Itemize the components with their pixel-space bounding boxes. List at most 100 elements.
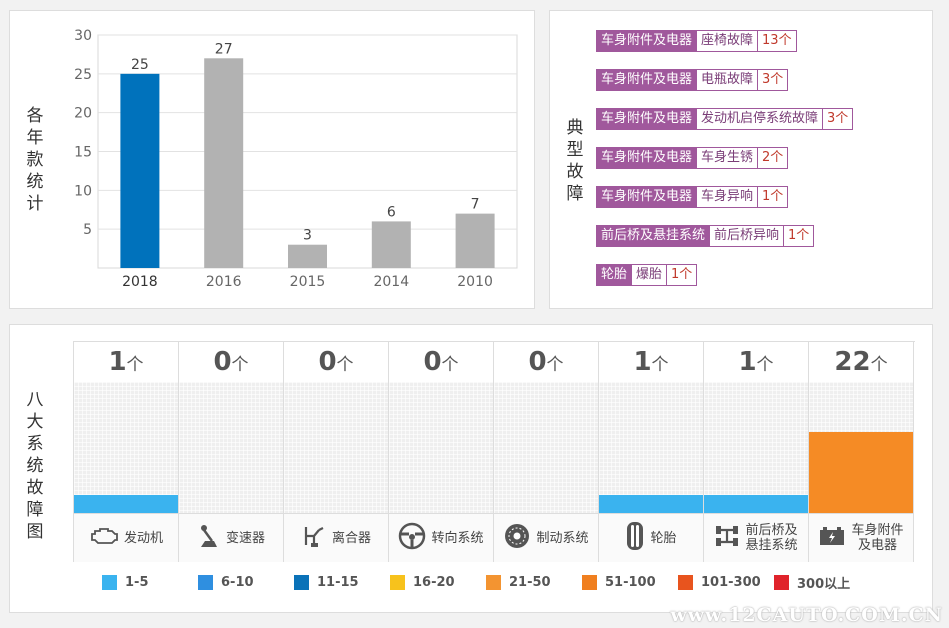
fault-name: 前后桥异响 [710,225,785,247]
legend-label: 101-300 [701,575,761,590]
system-level-bar [74,494,178,513]
system-name: 发动机 [123,530,163,546]
fault-name: 座椅故障 [697,30,759,52]
fault-item[interactable]: 车身附件及电器 座椅故障 13个 [596,30,797,52]
system-count-value: 22 [834,347,871,377]
legend-label: 16-20 [413,575,455,590]
system-count-value: 0 [528,347,547,377]
y-tick-label: 20 [74,106,92,122]
system-count-unit: 个 [336,355,354,375]
system-level-area [179,382,283,513]
fault-count: 3个 [823,108,854,130]
system-label[interactable]: 前后桥及 悬挂系统 [704,513,808,562]
system-column: 0个离合器 [284,342,389,562]
system-count-unit: 个 [546,355,564,375]
bar-2010 [455,213,495,268]
system-label[interactable]: 变速器 [179,513,283,562]
fault-count: 3个 [758,69,789,91]
system-count-unit: 个 [870,355,888,375]
x-tick-label: 2010 [457,274,493,290]
systems-grid: 1个 发动机 0个 变速器 0个 离合器 0个 转向系统 0个 制动系统 1个 轮胎 1个 前后桥及 悬挂系… [73,341,915,562]
fault-item[interactable]: 车身附件及电器 发动机启停系统故障 3个 [596,108,854,130]
system-name: 前后桥及 悬挂系统 [745,523,797,553]
bar-2014 [371,221,411,268]
typical-faults-vertical-label: 典型故障 [566,118,584,204]
year-bar-chart: 5 10 15 20 25 30 25 2018 27 2016 3 2015 6 2014 7 2010 [74,28,518,290]
system-level-area [809,382,913,513]
legend-item: 51-100 [582,573,678,592]
fault-category: 前后桥及悬挂系统 [596,225,711,247]
system-count-value: 1 [108,347,127,377]
tire-icon [625,521,645,555]
system-name: 制动系统 [536,530,589,546]
system-name-line: 悬挂系统 [745,538,798,553]
bar-2016 [204,58,244,268]
system-count-value: 1 [633,347,652,377]
fault-count: 1个 [667,264,698,286]
system-count: 22个 [809,342,913,383]
system-count: 0个 [284,342,388,383]
fault-count: 1个 [758,186,789,208]
system-count-value: 0 [213,347,232,377]
system-label[interactable]: 转向系统 [389,513,493,562]
system-count: 1个 [704,342,808,383]
legend-item: 11-15 [294,573,390,592]
fault-category: 车身附件及电器 [596,30,698,52]
legend-swatch [582,575,597,590]
legend-item: 101-300 [678,573,774,592]
legend-label: 21-50 [509,575,551,590]
system-column: 22个车身附件 及电器 [809,342,914,562]
legend-swatch [774,575,789,590]
y-tick-label: 5 [83,222,92,238]
system-label[interactable]: 轮胎 [599,513,703,562]
system-level-area [704,382,808,513]
system-level-bar [704,494,808,513]
year-panel-vertical-label: 各年款统计 [26,106,44,214]
bar-value-label: 6 [387,204,396,220]
legend-swatch [294,575,309,590]
system-column: 0个变速器 [179,342,284,562]
fault-item[interactable]: 车身附件及电器 车身生锈 2个 [596,147,789,169]
system-count: 0个 [494,342,598,383]
legend-swatch [678,575,693,590]
system-count-value: 1 [738,347,757,377]
system-count: 1个 [74,342,178,383]
brake-disc-icon [503,522,531,554]
system-name: 变速器 [225,530,265,546]
system-level-area [389,382,493,513]
system-count-unit: 个 [756,355,774,375]
fault-name: 车身生锈 [697,147,759,169]
legend-item: 1-5 [102,573,198,592]
legend-item: 6-10 [198,573,294,592]
fault-item[interactable]: 轮胎 爆胎 1个 [596,264,698,286]
system-label[interactable]: 制动系统 [494,513,598,562]
fault-count: 1个 [784,225,815,247]
legend-item: 300以上 [774,573,870,592]
system-name: 离合器 [331,530,371,546]
fault-name: 车身异响 [697,186,759,208]
bar-value-label: 27 [215,41,233,57]
fault-item[interactable]: 车身附件及电器 车身异响 1个 [596,186,789,208]
system-count-unit: 个 [651,355,669,375]
axle-icon [714,523,740,553]
system-column: 1个轮胎 [599,342,704,562]
system-count: 0个 [179,342,283,383]
system-label[interactable]: 发动机 [74,513,178,562]
x-tick-label: 2015 [290,274,326,290]
system-column: 1个前后桥及 悬挂系统 [704,342,809,562]
fault-item[interactable]: 车身附件及电器 电瓶故障 3个 [596,69,789,91]
fault-item[interactable]: 前后桥及悬挂系统 前后桥异响 1个 [596,225,815,247]
system-label[interactable]: 车身附件 及电器 [809,513,913,562]
systems-panel: 八大系统故障图 1个 发动机 0个 变速器 0个 离合器 0个 转向系统 0个 制动系统 1个 轮胎 1… [9,324,933,613]
bar-value-label: 3 [303,228,312,244]
system-level-bar [599,494,703,513]
bar-value-label: 7 [471,197,480,213]
system-count: 0个 [389,342,493,383]
system-count-unit: 个 [441,355,459,375]
y-tick-label: 25 [74,67,92,83]
system-level-area [284,382,388,513]
system-label[interactable]: 离合器 [284,513,388,562]
y-tick-label: 15 [74,145,92,161]
system-name: 轮胎 [650,530,677,546]
legend-label: 1-5 [125,575,149,590]
